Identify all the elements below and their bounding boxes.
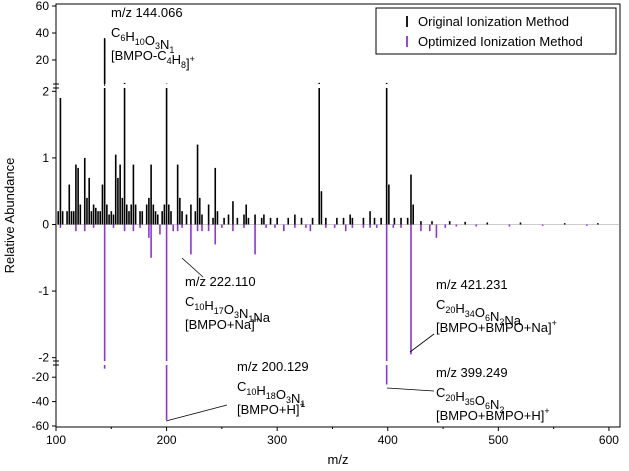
y-tick-label: -60 [32,419,50,433]
legend: Original Ionization Method Optimized Ioni… [375,7,617,55]
annotation-formula: C10H18O3N1 [237,379,305,409]
annotation-ion: [BMPO+Na]+ [185,315,260,332]
y-tick-label: 1 [42,151,49,165]
annotation-mass: m/z 421.231 [436,277,508,292]
original-method-peaks [57,38,599,225]
annotation-ion: [BMPO+BMPO+H]+ [436,406,550,423]
annotation-mass: m/z 222.110 [185,274,256,289]
x-tick-label: 200 [157,433,177,447]
x-tick-label: 500 [488,433,508,447]
annotation-ion: [BMPO+BMPO+Na]+ [436,318,557,335]
x-tick-label: 600 [599,433,619,447]
y-tick-label: -1 [38,284,49,298]
annotation-formula: C6H10O3N1 [111,25,174,55]
optimized-method-peaks [59,224,588,420]
annotation-mz222: m/z 222.110 C10H17O3N1Na[BMPO+Na]+ [181,257,271,332]
annotation-leader [165,404,228,422]
x-tick-label: 100 [46,433,66,447]
plot-frame [55,3,621,428]
x-tick-label: 300 [267,433,287,447]
legend-label-1: Optimized Ionization Method [418,34,583,49]
legend-box [375,7,617,55]
annotation-mz144: m/z 144.066 C6H10O3N1[BMPO-C4H8]+ [104,5,195,86]
y-axis-label: Relative Abundance [2,158,17,274]
annotation-mz200: m/z 200.129 C10H18O3N1[BMPO+H]+ [165,359,309,422]
x-axis-label: m/z [328,452,349,467]
y-tick-label: 2 [42,84,49,98]
annotation-leader [386,387,435,392]
y-tick-label: 0 [42,218,49,232]
annotation-leader [181,257,204,278]
plot-border [55,3,621,428]
annotation-leader [409,333,435,353]
annotation-ion: [BMPO-C4H8]+ [111,48,195,71]
annotation-ion: [BMPO+H]+ [237,400,305,417]
annotation-formula: C20H34O6N2Na [436,297,522,328]
peak-annotations: m/z 144.066 C6H10O3N1[BMPO-C4H8]+ m/z 222.… [104,5,557,423]
y-tick-label: -40 [32,395,50,409]
annotation-mz421: m/z 421.231 C20H34O6N2Na[BMPO+BMPO+Na]+ [409,277,557,353]
annotation-mz399: m/z 399.249 C20H35O6N2[BMPO+BMPO+H]+ [386,365,550,423]
legend-label-0: Original Ionization Method [418,14,569,29]
annotation-formula: C20H35O6N2 [436,385,504,415]
annotation-mass: m/z 144.066 [111,5,183,20]
y-tick-label: 20 [36,53,50,67]
y-tick-label: -2 [38,351,49,365]
y-tick-label: -20 [32,370,50,384]
annotation-mass: m/z 200.129 [237,359,309,374]
y-tick-label: 40 [36,26,50,40]
x-tick-label: 400 [378,433,398,447]
y-tick-label: 60 [36,0,50,13]
annotation-mass: m/z 399.249 [436,365,508,380]
annotation-formula: C10H17O3N1Na [185,294,271,325]
